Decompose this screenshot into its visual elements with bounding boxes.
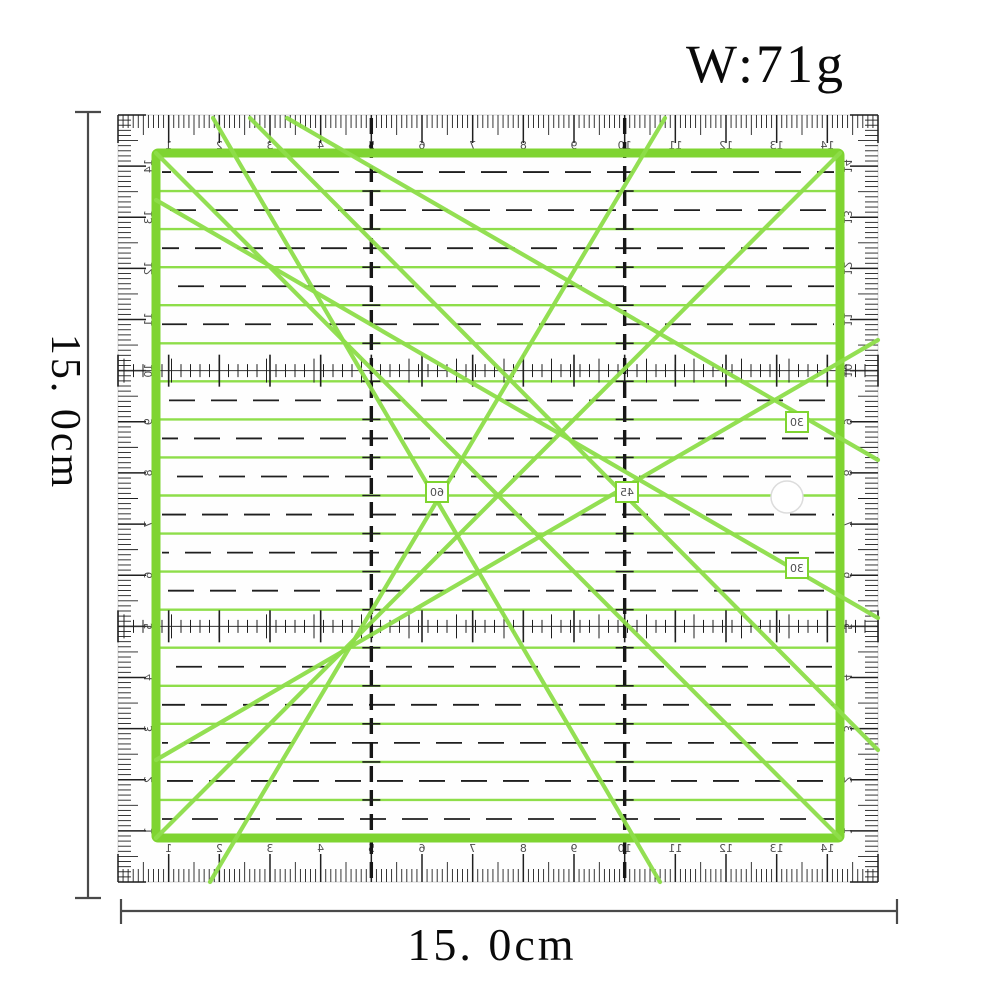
scale-number: 2 (216, 842, 223, 855)
scale-number: 1 (165, 139, 172, 152)
height-dimension-label: 15. 0cm (42, 334, 88, 490)
scale-number: 2 (841, 776, 854, 783)
scale-number: 9 (841, 418, 854, 425)
scale-number: 3 (142, 725, 155, 732)
angle-markers: 60 45 30 30 (425, 411, 809, 579)
hanging-hole (770, 480, 804, 514)
scale-number: 3 (267, 842, 274, 855)
scale-number: 7 (841, 521, 854, 528)
scale-number: 1 (841, 827, 854, 834)
scale-number: 3 (841, 725, 854, 732)
scale-number: 8 (520, 139, 527, 152)
scale-number: 4 (317, 842, 324, 855)
edge-scale-ticks (117, 114, 879, 883)
scale-number: 6 (841, 572, 854, 579)
weight-label: W:71g (686, 34, 846, 94)
vertical-dash-columns (362, 118, 634, 879)
scale-number: 9 (142, 418, 155, 425)
angle-marker: 30 (785, 557, 809, 579)
scale-number: 4 (142, 674, 155, 681)
scale-number: 3 (267, 139, 274, 152)
diagonal-line (247, 115, 881, 753)
scale-number: 6 (142, 572, 155, 579)
diagonal-line (153, 150, 843, 841)
width-dimension-label: 15. 0cm (407, 919, 576, 970)
angle-marker: 60 (425, 481, 449, 503)
scale-number: 2 (142, 776, 155, 783)
scale-number: 8 (142, 469, 155, 476)
scale-number: 12 (719, 842, 733, 855)
diagonal-line (153, 197, 881, 621)
angle-marker-label: 30 (790, 562, 804, 575)
scale-number: 8 (841, 469, 854, 476)
diagonal-line (284, 115, 881, 463)
angle-marker-box (425, 481, 449, 503)
scale-number: 7 (469, 139, 476, 152)
angle-marker-label: 30 (790, 416, 804, 429)
scale-number: 2 (216, 139, 223, 152)
scale-number: 4 (841, 674, 854, 681)
angle-marker-box (615, 481, 639, 503)
angle-marker-box (785, 411, 809, 433)
black-dash-rows (162, 171, 834, 820)
angle-marker: 30 (785, 411, 809, 433)
scale-number: 14 (820, 842, 834, 855)
angle-marker: 45 (615, 481, 639, 503)
quilting-ruler: 1111222233334444555566667777888899991010… (117, 114, 881, 885)
scale-number: 7 (469, 842, 476, 855)
scale-number: 6 (419, 139, 426, 152)
scale-number: 9 (571, 139, 578, 152)
angle-marker-label: 60 (430, 486, 444, 499)
scale-number: 6 (419, 842, 426, 855)
green-frame (151, 148, 845, 843)
diagonal-line (153, 337, 881, 763)
height-dimension: 15. 0cm (42, 110, 101, 900)
scale-number: 13 (770, 842, 784, 855)
width-dimension: 15. 0cm (119, 899, 899, 970)
hatched-rows (117, 354, 879, 643)
angle-marker-box (785, 557, 809, 579)
scale-number: 7 (142, 521, 155, 528)
scale-number: 1 (142, 827, 155, 834)
angle-marker-label: 45 (620, 486, 634, 499)
scale-number: 9 (571, 842, 578, 855)
scale-number: 1 (165, 842, 172, 855)
scale-number: 4 (317, 139, 324, 152)
scale-number: 11 (668, 842, 682, 855)
scale-number: 8 (520, 842, 527, 855)
